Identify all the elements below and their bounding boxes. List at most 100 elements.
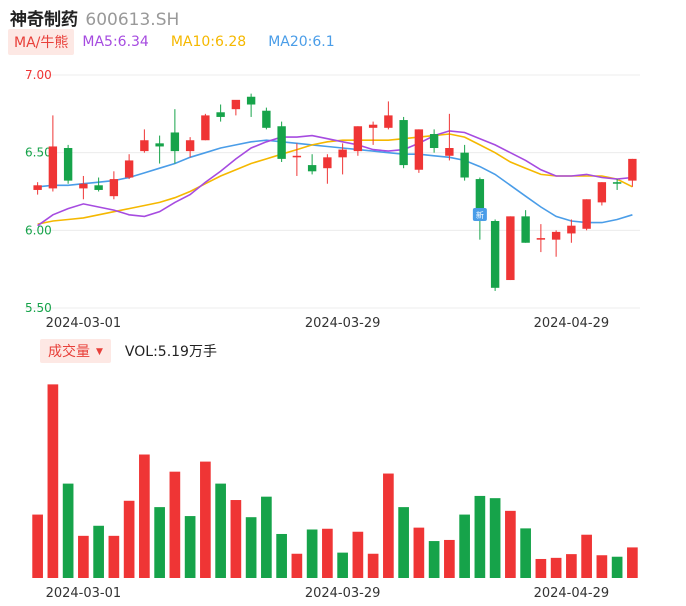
candle-body <box>429 134 439 149</box>
volume-bars <box>32 384 638 578</box>
candle-body <box>567 225 576 234</box>
candle-body <box>323 157 332 169</box>
price-x-axis: 2024-03-01 2024-03-29 2024-04-29 <box>46 316 610 331</box>
volume-bar <box>398 507 409 578</box>
volume-bar <box>535 558 547 578</box>
volume-x-axis: 2024-03-01 2024-03-29 2024-04-29 <box>46 586 610 601</box>
candle-body <box>582 199 591 229</box>
candle-body <box>490 221 500 288</box>
x-tick-label: 2024-04-29 <box>534 316 610 331</box>
volume-bar <box>459 514 470 578</box>
x-tick-label: 2024-03-29 <box>305 316 381 331</box>
candle-body <box>353 126 363 152</box>
candle-body <box>94 185 103 190</box>
volume-legend: 成交量 ▼ VOL:5.19万手 <box>40 339 217 363</box>
volume-bar <box>276 533 287 578</box>
candle-body <box>597 182 607 203</box>
volume-bar <box>474 495 486 578</box>
volume-bar <box>169 471 181 578</box>
volume-bar <box>428 541 440 578</box>
volume-bar <box>306 529 318 578</box>
moving-average-lines <box>37 130 633 227</box>
x-tick-label: 2024-03-29 <box>305 586 381 601</box>
volume-bar <box>444 539 455 578</box>
volume-bar <box>261 496 272 578</box>
candle-body <box>307 165 317 172</box>
volume-value: VOL:5.19万手 <box>124 344 217 360</box>
volume-bar <box>337 552 348 578</box>
volume-bar <box>581 534 592 578</box>
marker-label: 新 <box>476 210 484 220</box>
volume-bar <box>627 547 638 578</box>
price-grid <box>25 74 640 309</box>
y-tick-label: 7.00 <box>25 68 52 82</box>
candle-body <box>338 149 347 158</box>
volume-bar <box>32 514 43 578</box>
volume-bar <box>200 461 211 578</box>
candle-body <box>460 152 469 178</box>
volume-indicator-dropdown[interactable]: 成交量 ▼ <box>40 339 111 363</box>
new-marker: 新 <box>472 208 487 222</box>
ma20-label: MA20:6.1 <box>268 34 335 50</box>
candle-body <box>414 129 424 170</box>
candle-body <box>140 140 149 152</box>
candle-body <box>201 115 210 141</box>
volume-bar <box>184 516 196 578</box>
stock-title: 神奇制药 600613.SH <box>10 5 179 30</box>
ma-indicator-tab[interactable]: MA/牛熊 <box>8 29 75 55</box>
volume-bar <box>352 531 364 578</box>
candle-body <box>536 238 546 240</box>
candle-body <box>292 155 302 158</box>
x-tick-label: 2024-04-29 <box>534 586 610 601</box>
volume-bar <box>62 483 74 578</box>
candle-body <box>384 115 393 128</box>
ma20-line <box>37 139 633 224</box>
candle-body <box>399 120 408 166</box>
volume-bar <box>550 557 562 578</box>
y-tick-label: 6.50 <box>25 146 52 160</box>
marker-badge <box>472 208 487 222</box>
volume-bar <box>611 556 623 578</box>
candle-body <box>63 148 73 181</box>
candle-body <box>155 143 164 147</box>
x-tick-label: 2024-03-01 <box>46 316 122 331</box>
ma10-label: MA10:6.28 <box>170 34 247 50</box>
y-tick-label: 5.50 <box>25 301 52 315</box>
volume-bar <box>520 528 531 578</box>
volume-bar <box>367 553 379 578</box>
candle-body <box>628 158 637 181</box>
ma5-line <box>37 130 633 227</box>
volume-bar <box>123 500 135 578</box>
candle-body <box>445 148 454 156</box>
candle-body <box>246 96 256 105</box>
volume-bar <box>413 527 425 578</box>
volume-bar <box>108 535 120 578</box>
volume-tag-label: 成交量 <box>48 344 90 360</box>
volume-bar <box>383 473 394 578</box>
candle-body <box>33 185 42 190</box>
volume-bar <box>93 525 104 578</box>
candlesticks <box>33 93 637 291</box>
volume-bar <box>78 535 89 578</box>
volume-bar <box>489 498 501 578</box>
candle-body <box>216 112 225 117</box>
candle-body <box>109 179 119 197</box>
candle-body <box>506 216 515 281</box>
candle-body <box>612 182 622 184</box>
candle-body <box>277 126 286 159</box>
ma-legend: MA/牛熊 MA5:6.34 MA10:6.28 MA20:6.1 <box>8 29 357 55</box>
price-y-axis: 7.00 6.50 6.00 5.50 <box>25 68 52 315</box>
candle-body <box>368 124 378 128</box>
candle-body <box>551 231 561 240</box>
y-tick-label: 6.00 <box>25 223 52 237</box>
candle-body <box>170 132 180 152</box>
candle-body <box>262 110 271 128</box>
stock-code: 600613.SH <box>85 10 180 30</box>
volume-bar <box>139 454 150 578</box>
candle-body <box>521 216 530 243</box>
volume-bar <box>154 507 165 578</box>
volume-bar <box>322 528 333 578</box>
volume-bar <box>230 500 242 578</box>
volume-bar <box>245 517 257 578</box>
